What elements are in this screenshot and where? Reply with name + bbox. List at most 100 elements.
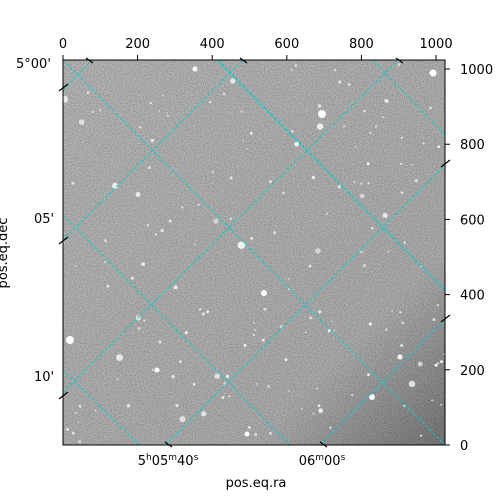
star	[312, 412, 315, 415]
star	[252, 334, 255, 337]
grid-line-0	[63, 60, 445, 445]
star	[411, 163, 414, 166]
top-tick-label-600: 600	[274, 37, 299, 52]
star	[158, 110, 160, 112]
right-axis: 0 200 400 600 800 1000	[445, 63, 493, 454]
star	[382, 212, 388, 218]
star	[311, 175, 315, 180]
star	[221, 396, 225, 400]
star	[366, 162, 370, 166]
star	[214, 373, 220, 379]
star	[316, 123, 324, 130]
star	[353, 181, 355, 183]
star	[331, 320, 334, 323]
star	[414, 179, 418, 183]
grid-line-9	[164, 164, 445, 445]
ra-label-2: 06m00s	[299, 453, 346, 469]
ra-tick-top-2	[239, 57, 248, 64]
star	[338, 80, 342, 84]
dec-label-2: 05'	[34, 212, 54, 227]
star	[78, 119, 85, 125]
top-tick-label-0: 0	[59, 37, 67, 52]
star	[243, 343, 247, 347]
dec-tick-right-2	[440, 314, 451, 323]
star	[86, 91, 90, 94]
star	[294, 141, 300, 147]
grid-line-10	[319, 319, 445, 445]
star	[165, 111, 168, 114]
top-tick-label-400: 400	[200, 37, 225, 52]
star	[192, 382, 196, 386]
star	[360, 182, 363, 185]
dec-label-1: 5°00'	[16, 57, 51, 72]
star	[143, 319, 146, 322]
dec-tick-left-1	[58, 83, 69, 92]
star	[179, 360, 182, 363]
star	[429, 106, 432, 110]
ra-tick-top-1	[85, 57, 94, 64]
star	[201, 411, 207, 417]
star	[437, 145, 441, 149]
bright-star-3	[261, 290, 267, 296]
star	[181, 206, 184, 209]
star	[440, 403, 443, 406]
star	[434, 363, 438, 367]
star	[161, 94, 164, 97]
star	[78, 405, 82, 408]
grid-line-7	[63, 60, 244, 241]
star	[308, 264, 312, 268]
top-axis: 0 200 400 600 800 1000	[59, 37, 453, 60]
star	[104, 239, 107, 243]
star	[173, 285, 178, 290]
star	[74, 265, 77, 267]
star	[400, 191, 404, 195]
star	[370, 226, 374, 230]
star	[150, 138, 154, 142]
star	[71, 431, 75, 435]
star	[387, 250, 390, 253]
star	[104, 238, 107, 241]
star	[317, 404, 321, 408]
star	[158, 340, 162, 344]
star	[112, 182, 119, 189]
right-tick-label-200: 200	[460, 364, 485, 379]
star	[179, 416, 186, 423]
star	[329, 426, 332, 429]
star	[151, 368, 154, 371]
star	[175, 404, 179, 408]
star	[436, 303, 440, 307]
plot-frame	[62, 59, 446, 446]
star	[400, 162, 403, 166]
star	[246, 147, 248, 150]
star	[228, 395, 231, 398]
star	[369, 131, 372, 134]
star	[403, 241, 406, 244]
star	[391, 309, 394, 312]
star	[432, 318, 436, 322]
star	[291, 130, 294, 133]
star	[193, 243, 196, 245]
star	[230, 78, 236, 84]
star	[184, 331, 188, 335]
star	[431, 399, 434, 402]
star	[400, 136, 403, 139]
star	[248, 426, 251, 429]
star	[363, 110, 366, 113]
star	[229, 217, 232, 220]
star	[116, 354, 123, 362]
bright-star-7	[154, 367, 160, 373]
star	[337, 185, 341, 189]
star	[304, 331, 307, 334]
star	[208, 100, 212, 104]
star	[400, 344, 404, 347]
star	[99, 109, 101, 112]
star	[256, 382, 258, 385]
star	[66, 428, 69, 431]
star	[368, 322, 372, 326]
star	[249, 131, 253, 135]
star	[347, 83, 351, 86]
star	[106, 284, 110, 288]
star	[273, 231, 277, 235]
dec-tick-left-3	[58, 391, 69, 400]
bright-star-4	[369, 394, 375, 400]
